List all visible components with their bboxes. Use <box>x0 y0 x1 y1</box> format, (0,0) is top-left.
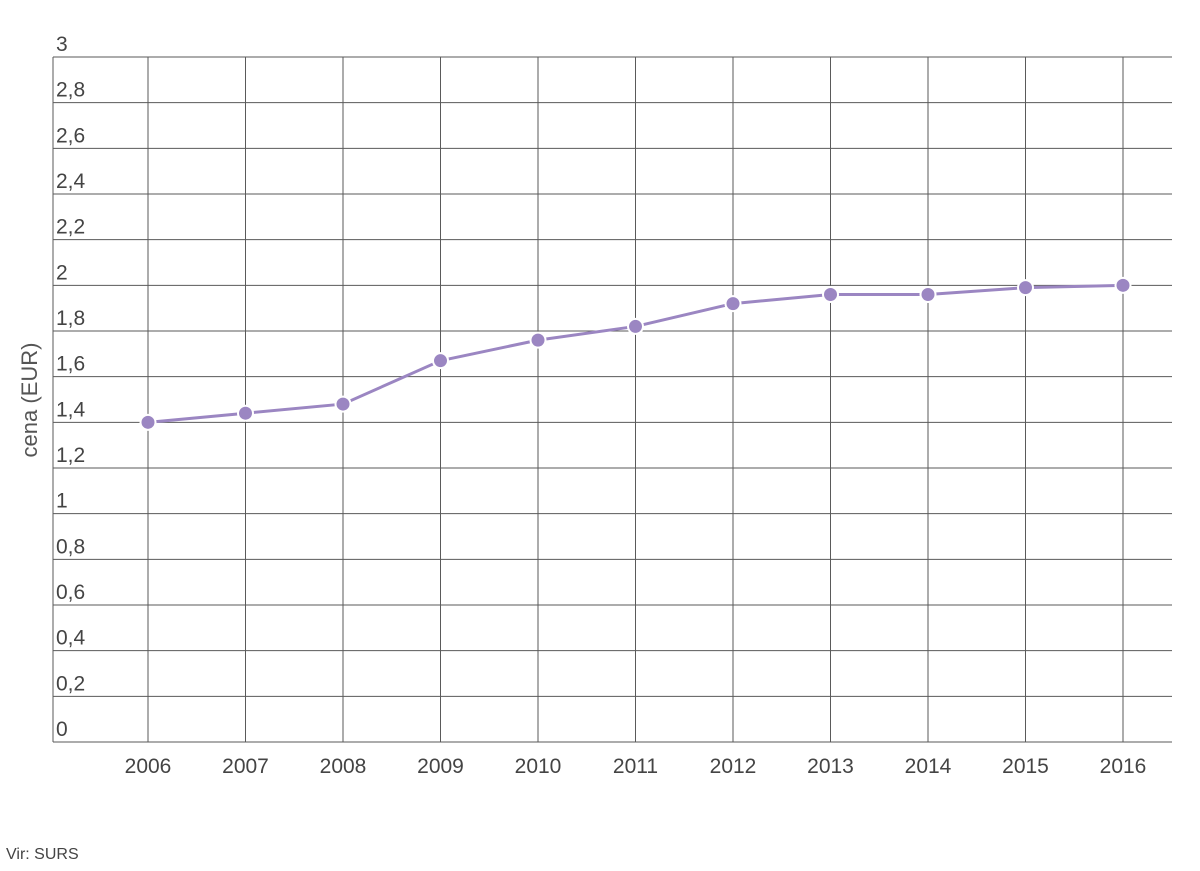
data-point <box>919 285 937 303</box>
y-tick-label: 0,6 <box>56 581 85 604</box>
x-axis-ticks: 2006 2007 2008 2009 2010 2011 2012 2013 2014 2015… <box>125 755 1147 778</box>
data-point <box>724 295 742 313</box>
y-tick-label: 0,8 <box>56 535 85 558</box>
data-point <box>237 404 254 422</box>
data-point <box>1114 276 1132 294</box>
y-tick-label: 2,4 <box>56 170 86 193</box>
y-tick-label: 0 <box>56 718 68 741</box>
y-axis-ticks: 0 0,2 0,4 0,6 0,8 1 1,2 1,4 1,6 1,8 2 2,2 2,4 2,6 2,8 3 <box>56 33 86 741</box>
series <box>139 276 1132 431</box>
y-tick-label: 1 <box>56 490 68 513</box>
x-tick-label: 2006 <box>125 755 172 778</box>
y-tick-label: 1,6 <box>56 353 85 376</box>
x-tick-label: 2009 <box>417 755 464 778</box>
data-point <box>334 395 352 413</box>
x-tick-label: 2012 <box>710 755 757 778</box>
data-point <box>822 285 839 303</box>
y-tick-label: 0,2 <box>56 672 85 695</box>
data-point <box>627 317 644 335</box>
y-tick-label: 2,2 <box>56 216 85 239</box>
x-tick-label: 2011 <box>613 755 658 778</box>
data-point <box>139 413 157 431</box>
x-tick-label: 2010 <box>515 755 562 778</box>
line-chart: 0 0,2 0,4 0,6 0,8 1 1,2 1,4 1,6 1,8 2 2,2 2,4 2,6 2,8 3… <box>17 33 1172 778</box>
x-tick-label: 2016 <box>1100 755 1147 778</box>
y-tick-label: 1,8 <box>56 307 85 330</box>
y-tick-label: 2,6 <box>56 124 85 147</box>
grid <box>52 56 1172 743</box>
y-axis-title: cena (EUR) <box>17 343 42 458</box>
y-tick-label: 2 <box>56 261 68 284</box>
data-point <box>1017 279 1034 297</box>
data-point <box>432 352 449 370</box>
x-tick-label: 2008 <box>320 755 367 778</box>
x-tick-label: 2013 <box>807 755 854 778</box>
y-tick-label: 2,8 <box>56 79 85 102</box>
x-tick-label: 2007 <box>222 755 269 778</box>
y-tick-label: 3 <box>56 33 68 56</box>
y-tick-label: 0,4 <box>56 627 86 650</box>
y-tick-label: 1,4 <box>56 398 86 421</box>
x-tick-label: 2014 <box>905 755 952 778</box>
x-tick-label: 2015 <box>1002 755 1049 778</box>
y-tick-label: 1,2 <box>56 444 85 467</box>
source-note: Vir: SURS <box>6 846 79 863</box>
data-point <box>529 331 547 349</box>
